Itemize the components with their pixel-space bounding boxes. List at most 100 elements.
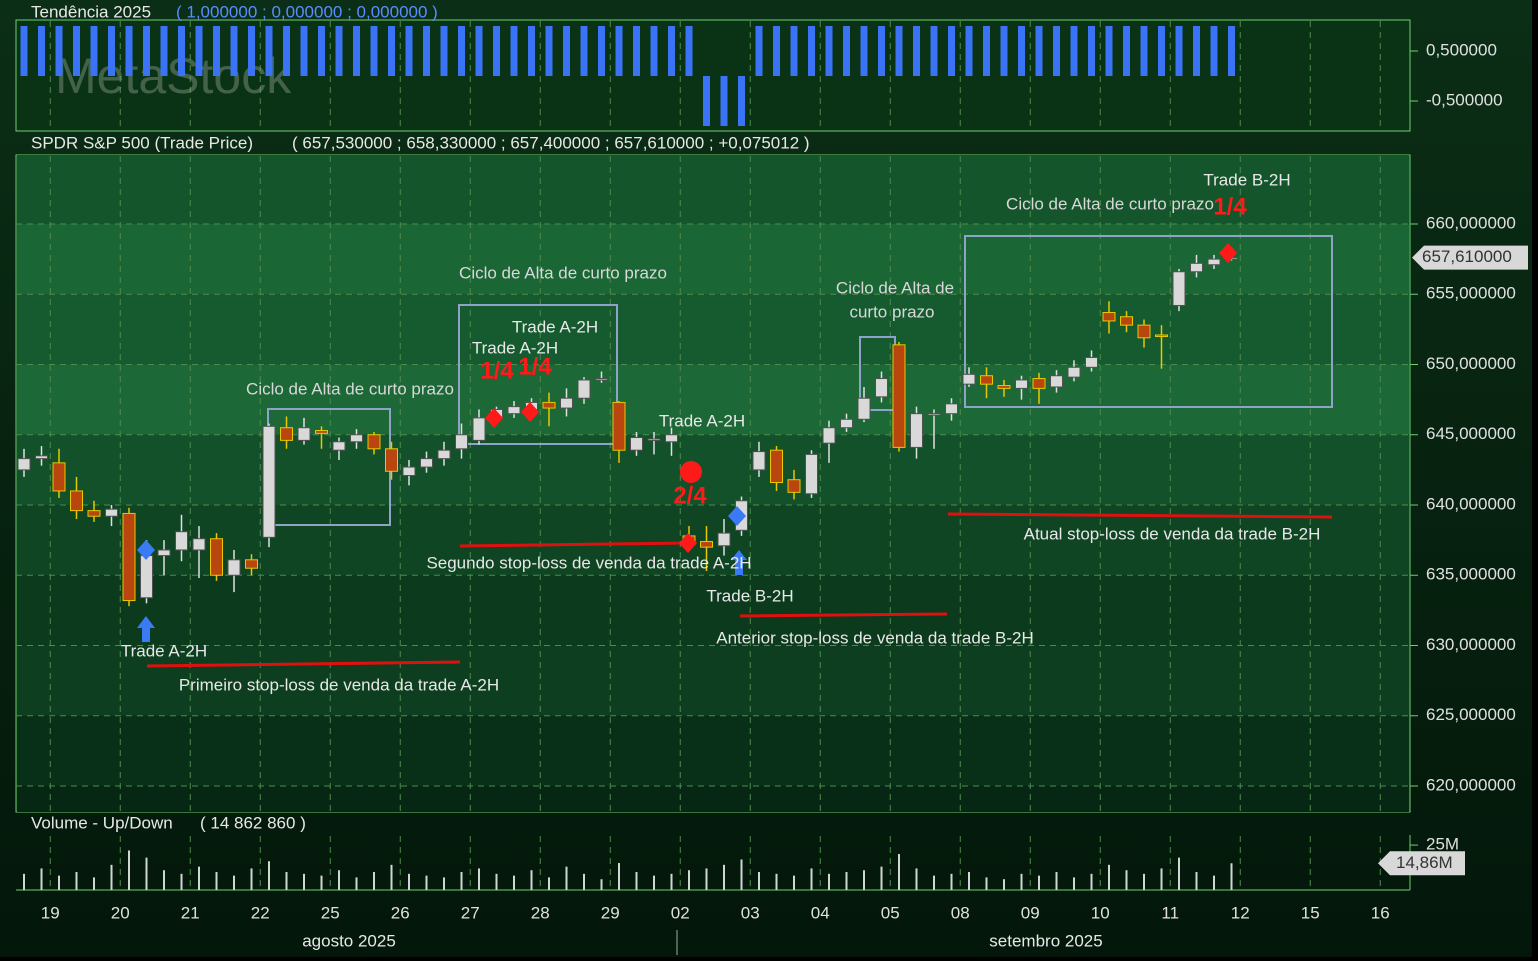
trend-bar <box>90 26 98 76</box>
candle-body <box>1085 356 1098 368</box>
x-tick-label: 27 <box>461 903 480 922</box>
trend-bar <box>703 76 710 126</box>
price-readout: ( 657,530000 ; 658,330000 ; 657,400000 ;… <box>292 133 810 152</box>
annotation: Atual stop-loss de venda da trade B-2H <box>1024 524 1321 543</box>
buy-arrow <box>137 616 155 642</box>
trend-bar <box>1210 26 1218 76</box>
candle-body <box>385 448 398 472</box>
volume-bar <box>758 872 760 890</box>
x-tick-label: 21 <box>181 903 200 922</box>
stop-line <box>947 512 1333 519</box>
trend-bar <box>825 26 833 76</box>
x-tick-label: 20 <box>111 903 130 922</box>
trend-bar <box>913 26 920 76</box>
candle-body <box>420 458 433 468</box>
trend-bar <box>878 26 885 76</box>
volume-bar <box>425 875 428 890</box>
candle-body <box>210 538 223 576</box>
volume-bar <box>1213 875 1215 890</box>
y-tick-label: 620,000000 <box>1426 775 1516 794</box>
x-tick-label: 19 <box>41 903 60 922</box>
volume-bar <box>303 873 305 890</box>
volume-bar <box>1143 873 1145 890</box>
annotation: curto prazo <box>849 302 934 321</box>
price-band <box>17 645 1409 716</box>
buy-marker <box>137 540 155 560</box>
trend-bar <box>38 26 45 76</box>
volume-bar <box>1038 875 1040 890</box>
volume-bar <box>1125 870 1128 890</box>
indicator-title: Tendência 2025 <box>31 2 151 21</box>
x-tick-label: 08 <box>951 903 970 922</box>
volume-bar <box>1073 877 1075 890</box>
trend-bar <box>860 26 868 76</box>
volume-bar <box>460 872 463 890</box>
volume-bar <box>320 875 323 890</box>
y-tick-label: 635,000000 <box>1426 565 1516 584</box>
stop-icon <box>680 461 702 483</box>
candle-body <box>1050 375 1063 388</box>
trend-bar <box>615 26 623 76</box>
y-tick-label: 0,500000 <box>1426 40 1497 59</box>
volume-bar <box>513 875 515 890</box>
candle-body <box>140 555 153 599</box>
volume-title: Volume - Up/Down <box>31 813 173 832</box>
trend-bar <box>20 26 28 76</box>
annotation: Trade A-2H <box>472 338 558 357</box>
x-tick-label: 02 <box>671 903 690 922</box>
trend-bar <box>545 26 553 76</box>
candle-body <box>927 413 941 416</box>
candle-body <box>1067 366 1081 378</box>
buy-marker <box>728 506 746 526</box>
trend-bar <box>1158 26 1165 76</box>
price-title: SPDR S&P 500 (Trade Price) <box>31 133 253 152</box>
volume-bar <box>688 870 690 890</box>
candle-body <box>945 403 958 415</box>
candle-body <box>1120 316 1133 326</box>
candle-body <box>630 437 643 451</box>
candle-body <box>350 434 363 443</box>
trend-bar <box>440 26 448 76</box>
candle-body <box>315 430 328 434</box>
x-tick-label: 09 <box>1021 903 1040 922</box>
volume-bar <box>285 872 288 890</box>
volume-bar <box>548 877 550 890</box>
trade-fraction: 1/4 <box>480 357 514 384</box>
trend-bar <box>720 76 728 126</box>
trend-bar <box>930 26 938 76</box>
candle-body <box>1015 379 1028 389</box>
volume-bar <box>670 873 673 890</box>
x-tick-label: 10 <box>1091 903 1110 922</box>
volume-bar <box>145 857 148 890</box>
trend-bar <box>948 26 955 76</box>
y-tick-label: -0,500000 <box>1426 90 1503 109</box>
y-tick-label: 645,000000 <box>1426 424 1516 443</box>
trend-bar <box>1053 26 1060 76</box>
volume-bar <box>40 868 43 890</box>
volume-bar <box>390 864 393 890</box>
trend-bar <box>528 26 535 76</box>
x-tick-label: 04 <box>811 903 830 922</box>
trend-bar <box>1018 26 1025 76</box>
volume-bar <box>75 872 78 890</box>
sell-marker <box>1219 243 1237 263</box>
x-tick-label: 15 <box>1301 903 1320 922</box>
trend-bar <box>1123 26 1130 76</box>
month-label: setembro 2025 <box>989 931 1102 950</box>
candle-body <box>822 427 836 444</box>
candle-body <box>595 378 608 381</box>
trend-bar <box>353 26 360 76</box>
volume-bar <box>583 873 585 890</box>
last-value-label: 14,86M <box>1396 853 1453 872</box>
candle-body <box>857 397 871 420</box>
volume-bar <box>863 870 865 890</box>
volume-bar <box>915 868 918 890</box>
volume-bar <box>215 872 218 890</box>
candle-body <box>787 479 801 493</box>
annotation: Segundo stop-loss de venda da trade A-2H <box>426 553 751 572</box>
trend-bar <box>1035 26 1043 76</box>
volume-bar <box>478 868 480 890</box>
trend-bar <box>755 26 763 76</box>
